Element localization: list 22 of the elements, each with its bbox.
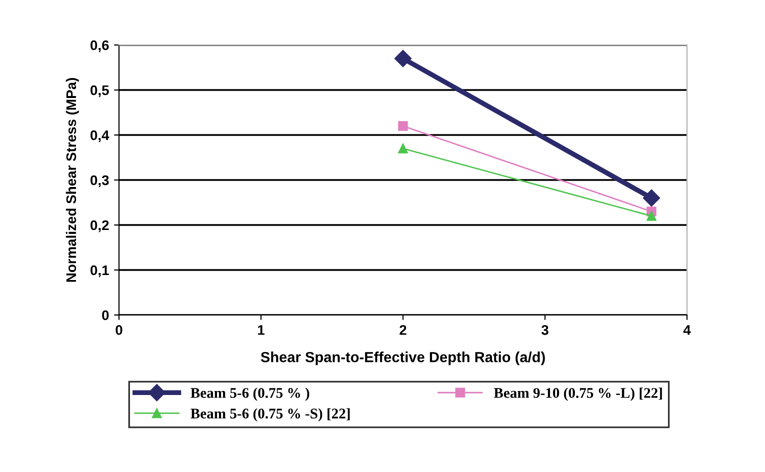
y-tick-label: 0,5: [90, 85, 109, 98]
legend-label: Beam 9-10 (0.75 % -L) [22]: [494, 388, 662, 401]
y-tick-label: 0,3: [90, 175, 109, 188]
legend-label: Beam 5-6 (0.75 % -S) [22]: [190, 408, 350, 422]
y-tick-label: 0,2: [90, 220, 109, 232]
x-axis-title: Shear Span-to-Effective Depth Ratio (a/d): [260, 352, 545, 366]
point: [398, 121, 408, 131]
y-tick-label: 0: [102, 310, 109, 320]
x-tick-label: 4: [683, 325, 691, 335]
point: [398, 144, 408, 154]
point: [642, 189, 660, 207]
point: [646, 211, 656, 221]
y-axis-title: Normalized Shear Stress (MPa): [66, 78, 79, 282]
legend-label: Beam 5-6 (0.75 % ): [190, 388, 310, 401]
x-tick-label: 1: [258, 325, 264, 335]
x-tick-label: 3: [541, 325, 548, 335]
y-tick-label: 0,1: [90, 265, 109, 278]
x-tick-label: 0: [116, 325, 122, 335]
y-tick-label: 0,4: [90, 130, 110, 142]
point: [394, 50, 412, 68]
x-tick-label: 2: [400, 325, 406, 335]
y-tick-label: 0,6: [90, 40, 109, 52]
